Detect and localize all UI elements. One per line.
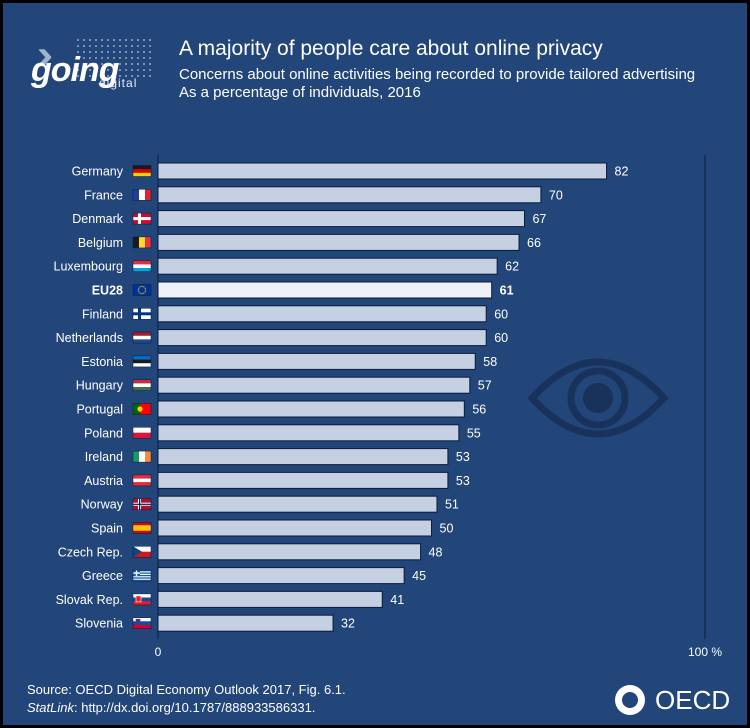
bar-netherlands [157, 329, 487, 347]
flag-lu-icon [132, 260, 152, 272]
value-label: 70 [549, 188, 563, 202]
category-label: Luxembourg [54, 260, 124, 274]
axis-tick-label: 0 [155, 645, 162, 659]
bar-finland [157, 305, 487, 323]
category-label: Slovak Rep. [56, 593, 123, 607]
bar-belgium [157, 233, 520, 251]
bar-luxembourg [157, 257, 498, 275]
bar-austria [157, 471, 449, 489]
category-label: Estonia [81, 355, 123, 369]
bar-denmark [157, 210, 525, 228]
category-label: France [84, 188, 123, 202]
statlink-label: StatLink [27, 700, 74, 715]
value-label: 41 [390, 593, 404, 607]
value-label: 60 [494, 331, 508, 345]
oecd-logo: OECD [611, 683, 741, 717]
value-label: 62 [505, 260, 519, 274]
value-label: 53 [456, 474, 470, 488]
flag-pt-icon [132, 403, 152, 415]
flag-no-icon [132, 498, 152, 510]
chart-subtitle: Concerns about online activities being r… [179, 66, 696, 83]
statlink-note: StatLink: http://dx.doi.org/10.1787/8889… [27, 700, 315, 715]
bar-germany [157, 162, 608, 180]
value-label: 82 [615, 165, 629, 179]
bar-poland [157, 424, 460, 442]
category-label: Hungary [76, 379, 124, 393]
value-label: 32 [341, 617, 355, 631]
category-label: Ireland [85, 450, 123, 464]
oecd-emblem-icon [615, 685, 645, 715]
bar-slovak-rep- [157, 590, 383, 608]
flag-dk-icon [132, 212, 152, 225]
flag-de-icon [132, 165, 152, 177]
figure-frame: ››› going digital A majority of people c… [3, 3, 747, 725]
bar-spain [157, 519, 432, 537]
category-label: Czech Rep. [58, 545, 123, 559]
category-label: Spain [91, 522, 123, 536]
bar-slovenia [157, 614, 334, 632]
bar-estonia [157, 352, 476, 370]
flag-pl-icon [132, 427, 152, 439]
bar-norway [157, 495, 438, 513]
value-label: 66 [527, 236, 541, 250]
flag-nl-icon [132, 331, 152, 344]
eye-icon [527, 358, 669, 438]
flag-si-icon [132, 617, 152, 629]
flag-cz-icon [132, 546, 152, 558]
axis-tick-label: 100 % [688, 645, 722, 659]
bar-eu28 [157, 281, 493, 299]
statlink-url[interactable]: : http://dx.doi.org/10.1787/888933586331… [73, 700, 316, 715]
chart-title: A majority of people care about online p… [179, 37, 603, 60]
category-label: Norway [81, 498, 124, 512]
flag-hu-icon [132, 379, 152, 391]
flag-gr-icon [132, 569, 152, 582]
bar-greece [157, 567, 405, 585]
flag-ie-icon [132, 450, 152, 463]
value-label: 50 [440, 522, 454, 536]
bar-czech-rep- [157, 543, 422, 561]
bar-portugal [157, 400, 465, 418]
category-label: EU28 [92, 284, 123, 298]
source-note: Source: OECD Digital Economy Outlook 201… [27, 682, 346, 697]
category-label: Belgium [78, 236, 123, 250]
chart-unit-note: As a percentage of individuals, 2016 [179, 84, 421, 101]
bar-chart: Germany France Denmark Belgium Luxembourg EU2… [54, 155, 722, 659]
value-label: 55 [467, 426, 481, 440]
flag-fr-icon [132, 189, 152, 201]
value-label: 45 [412, 569, 426, 583]
value-label: 56 [472, 403, 486, 417]
flag-at-icon [132, 474, 152, 487]
logo-digital-text: digital [99, 76, 138, 90]
category-label: Poland [84, 426, 123, 440]
oecd-wordmark: OECD [655, 685, 731, 715]
logo-dots-pattern [75, 37, 155, 77]
flag-fi-icon [132, 308, 152, 320]
value-label: 58 [483, 355, 497, 369]
value-label: 67 [532, 212, 546, 226]
category-label: Greece [82, 569, 123, 583]
category-label: Denmark [72, 212, 123, 226]
value-label: 61 [500, 284, 514, 298]
category-label: Germany [72, 165, 124, 179]
flag-be-icon [132, 236, 152, 249]
flag-sk-icon [132, 593, 152, 606]
category-label: Slovenia [75, 617, 123, 631]
value-label: 60 [494, 307, 508, 321]
going-digital-logo: ››› going digital [25, 33, 165, 103]
logo-going-text: going [31, 51, 120, 89]
flag-eu-icon [132, 284, 152, 296]
category-label: Austria [84, 474, 123, 488]
value-label: 48 [429, 545, 443, 559]
category-label: Netherlands [56, 331, 123, 345]
bar-france [157, 186, 542, 204]
bar-hungary [157, 376, 471, 394]
bar-ireland [157, 448, 449, 466]
category-label: Portugal [76, 403, 123, 417]
value-label: 53 [456, 450, 470, 464]
flag-ee-icon [132, 355, 152, 368]
value-label: 57 [478, 379, 492, 393]
flag-es-icon [132, 522, 152, 534]
category-label: Finland [82, 307, 123, 321]
value-label: 51 [445, 498, 459, 512]
